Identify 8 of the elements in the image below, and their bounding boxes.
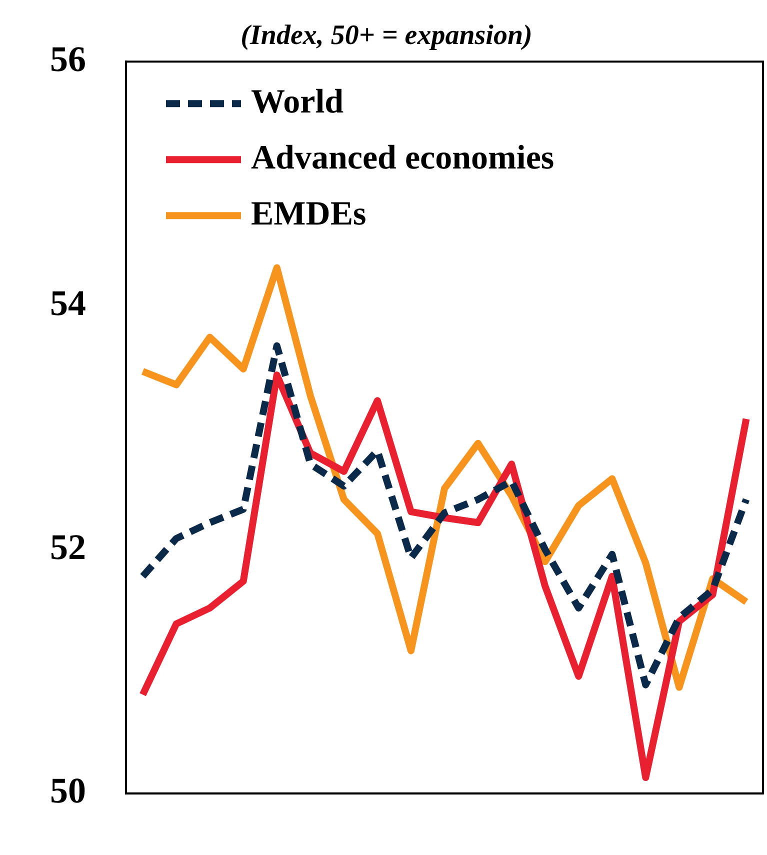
chart-subtitle: (Index, 50+ = expansion): [240, 20, 532, 52]
y-tick-label: 56: [50, 38, 86, 79]
y-tick-label: 52: [50, 526, 86, 567]
legend-label: EMDEs: [251, 195, 366, 232]
y-tick-label: 54: [50, 282, 86, 323]
y-tick-label: 50: [50, 770, 86, 811]
legend-label: World: [251, 83, 344, 120]
legend-label: Advanced economies: [251, 139, 554, 176]
